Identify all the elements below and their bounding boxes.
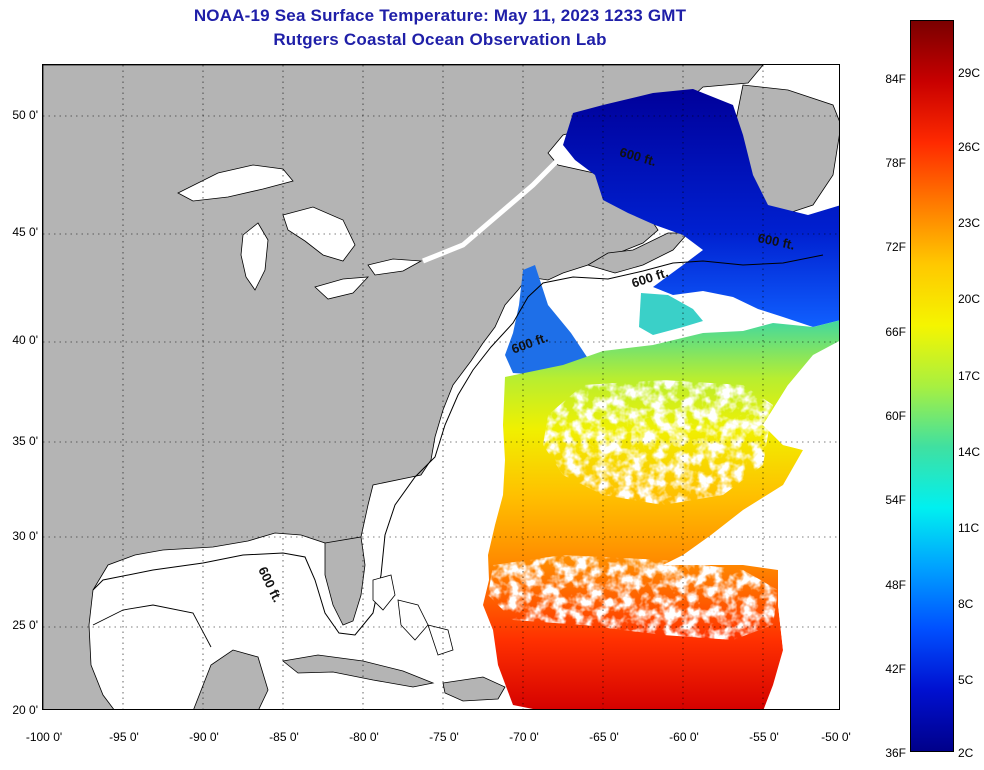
colorbar-c-5: 5C — [958, 673, 974, 687]
land-cuba — [282, 654, 435, 688]
sst-map — [42, 64, 840, 710]
lat-label-20: 20 0' — [12, 703, 38, 717]
land-florida — [324, 536, 366, 626]
lon-label-55: -55 0' — [749, 730, 779, 744]
colorbar-f-66: 66F — [885, 325, 906, 339]
colorbar-c-29: 29C — [958, 66, 981, 80]
land-hispaniola — [442, 676, 506, 702]
colorbar-c-2: 2C — [958, 746, 974, 760]
colorbar-f-60: 60F — [885, 409, 906, 423]
colorbar-c-20: 20C — [958, 292, 981, 306]
land-yucatan — [193, 649, 269, 709]
cloud-mask-south — [488, 555, 778, 640]
lon-label-80: -80 0' — [349, 730, 379, 744]
lat-label-45: 45 0' — [12, 225, 38, 239]
lon-label-85: -85 0' — [269, 730, 299, 744]
graticule — [43, 65, 839, 709]
no-data-atlantic — [763, 365, 839, 709]
sst-map-canvas — [43, 65, 839, 709]
lat-label-50: 50 0' — [12, 108, 38, 122]
lat-label-25: 25 0' — [12, 618, 38, 632]
lon-label-75: -75 0' — [429, 730, 459, 744]
lon-label-70: -70 0' — [509, 730, 539, 744]
cloud-mask-central — [543, 380, 773, 505]
st-lawrence-river — [422, 138, 585, 264]
lat-label-35: 35 0' — [12, 434, 38, 448]
lon-label-100: -100 0' — [25, 730, 63, 744]
lon-label-50: -50 0' — [821, 730, 851, 744]
colorbar-c-8: 8C — [958, 597, 974, 611]
sst-gulf-of-maine — [505, 265, 591, 375]
colorbar-f-42: 42F — [885, 662, 906, 676]
colorbar-f-72: 72F — [885, 240, 906, 254]
colorbar-c-14: 14C — [958, 445, 981, 459]
isobath-600ft — [92, 254, 824, 636]
map-subtitle: Rutgers Coastal Ocean Observation Lab — [273, 30, 607, 49]
colorbar-c-23: 23C — [958, 216, 981, 230]
colorbar-f-78: 78F — [885, 156, 906, 170]
lon-label-90: -90 0' — [189, 730, 219, 744]
map-title: NOAA-19 Sea Surface Temperature: May 11,… — [193, 6, 687, 25]
sst-cold-water — [563, 89, 839, 327]
colorbar-c-26: 26C — [958, 140, 981, 154]
gulf-coast-shelf — [92, 604, 212, 648]
land-north-america — [43, 65, 764, 709]
colorbar-f-36: 36F — [885, 746, 906, 760]
sst-georges-bank — [639, 293, 703, 335]
lon-label-65: -65 0' — [589, 730, 619, 744]
colorbar-c-11: 11C — [958, 521, 980, 535]
colorbar-f-54: 54F — [885, 493, 906, 507]
colorbar-f-48: 48F — [885, 578, 906, 592]
lon-label-95: -95 0' — [109, 730, 139, 744]
colorbar-f-84: 84F — [885, 72, 906, 86]
lat-label-30: 30 0' — [12, 529, 38, 543]
lat-label-40: 40 0' — [12, 333, 38, 347]
colorbar-c-17: 17C — [958, 369, 981, 383]
lon-label-60: -60 0' — [669, 730, 699, 744]
temperature-colorbar — [910, 20, 954, 752]
bahamas-islands — [372, 574, 454, 656]
